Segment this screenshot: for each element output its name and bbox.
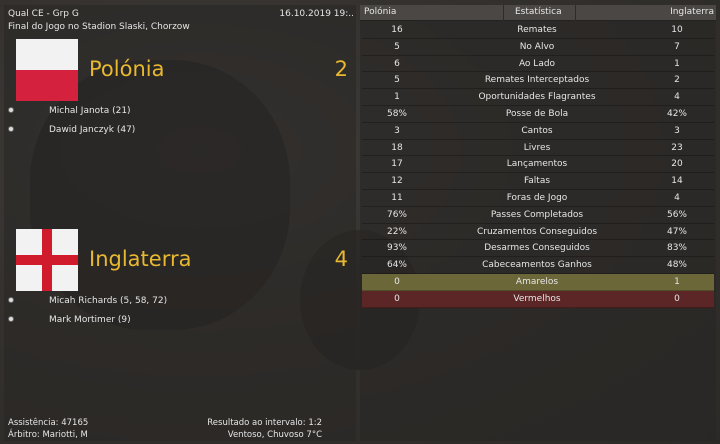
weather: Ventoso, Chuvoso 7°C: [227, 430, 322, 440]
home-value: 93%: [386, 243, 407, 254]
away-value: 4: [674, 193, 680, 203]
home-score: 2: [334, 57, 348, 81]
goal-ball-icon: [8, 107, 14, 113]
home-value: 0: [394, 293, 400, 304]
away-value: 3: [674, 125, 680, 136]
stat-row: 3 Cantos 3: [362, 123, 714, 140]
stat-name: Amarelos: [515, 277, 559, 287]
home-value: 1: [394, 92, 400, 103]
home-team-name[interactable]: Polónia: [89, 57, 165, 81]
stat-row: 17 Lançamentos 20: [362, 156, 714, 174]
home-value: 76%: [386, 209, 407, 220]
stat-name: Livres: [523, 142, 551, 153]
match-summary-panel: Qual CE - Grp G 16.10.2019 19:.. Final d…: [4, 5, 356, 441]
match-datetime: 16.10.2019 19:..: [279, 9, 354, 19]
away-value: 0: [674, 293, 680, 304]
home-scorer[interactable]: Michal Janota (21): [49, 106, 131, 116]
stat-name: Cantos: [521, 125, 553, 136]
halftime-score: Resultado ao intervalo: 1:2: [207, 418, 322, 428]
home-value: 11: [391, 193, 403, 203]
stat-row: 76% Passes Completados 56%: [362, 207, 714, 224]
away-value: 2: [674, 75, 680, 86]
stat-name: Remates Interceptados: [484, 75, 590, 86]
stat-row: 22% Cruzamentos Conseguidos 47%: [362, 224, 714, 241]
stat-name: Posse de Bola: [505, 109, 569, 119]
stat-row: 5 No Alvo 7: [362, 39, 714, 56]
stat-row: 18 Livres 23: [362, 140, 714, 157]
goal-ball-icon: [8, 126, 14, 132]
away-value: 1: [674, 277, 680, 287]
home-value: 3: [394, 125, 400, 136]
home-value: 0: [394, 277, 400, 287]
attendance: Assistência: 47165: [8, 418, 89, 428]
stat-row: 58% Posse de Bola 42%: [362, 106, 714, 123]
stat-row: 16 Remates 10: [362, 22, 714, 39]
away-value: 23: [671, 142, 683, 153]
stat-row: 11 Foras de Jogo 4: [362, 190, 714, 207]
england-flag-icon: [16, 229, 78, 291]
goal-ball-icon: [8, 297, 14, 303]
away-value: 48%: [666, 260, 687, 271]
stat-name: Vermelhos: [513, 293, 561, 304]
away-value: 7: [674, 41, 680, 52]
stat-name: Passes Completados: [490, 209, 584, 220]
home-value: 64%: [386, 260, 407, 271]
poland-flag-icon: [16, 39, 78, 101]
home-value: 18: [391, 142, 403, 153]
stat-row: 1 Oportunidades Flagrantes 4: [362, 89, 714, 106]
referee: Árbitro: Mariotti, M: [8, 430, 88, 440]
home-value: 5: [394, 41, 400, 52]
column-header-away[interactable]: Inglaterra: [670, 7, 714, 17]
venue: Final do Jogo no Stadion Slaski, Chorzow: [8, 22, 190, 32]
stat-name: Cruzamentos Conseguidos: [476, 226, 598, 237]
stat-row: 93% Desarmes Conseguidos 83%: [362, 240, 714, 258]
stat-row: 0 Vermelhos 0: [362, 290, 714, 308]
stat-row: 6 Ao Lado 1: [362, 56, 714, 73]
away-value: 4: [674, 92, 680, 103]
away-value: 42%: [666, 109, 687, 119]
away-scorer[interactable]: Micah Richards (5, 58, 72): [49, 296, 168, 306]
stat-row: 5 Remates Interceptados 2: [362, 72, 714, 90]
stat-name: Faltas: [523, 176, 551, 187]
stat-name: Desarmes Conseguidos: [484, 243, 590, 254]
away-value: 14: [671, 176, 683, 187]
stats-panel: Polónia Estatística Inglaterra 16 Remates…: [360, 5, 716, 441]
home-value: 22%: [386, 226, 407, 237]
stats-header: Polónia Estatística Inglaterra: [360, 5, 716, 21]
stat-row: 64% Cabeceamentos Ganhos 48%: [362, 257, 714, 274]
away-value: 83%: [666, 243, 687, 254]
away-value: 10: [671, 25, 683, 35]
competition: Qual CE - Grp G: [8, 9, 79, 19]
away-score: 4: [334, 247, 348, 271]
away-value: 47%: [666, 226, 687, 237]
column-header-stat[interactable]: Estatística: [515, 7, 562, 17]
away-value: 1: [674, 58, 680, 69]
stat-name: Lançamentos: [506, 159, 568, 170]
stat-name: Remates: [517, 25, 557, 35]
stat-name: Ao Lado: [518, 58, 556, 69]
stat-name: Cabeceamentos Ganhos: [482, 260, 592, 271]
stat-name: Foras de Jogo: [506, 193, 568, 203]
column-header-home[interactable]: Polónia: [364, 7, 397, 17]
goal-ball-icon: [8, 316, 14, 322]
stat-row: 0 Amarelos 1: [362, 274, 714, 291]
stat-row: 12 Faltas 14: [362, 173, 714, 190]
stat-name: No Alvo: [519, 41, 555, 52]
home-value: 58%: [386, 109, 407, 119]
home-value: 6: [394, 58, 400, 69]
home-value: 12: [391, 176, 403, 187]
home-value: 17: [391, 159, 403, 170]
stat-name: Oportunidades Flagrantes: [478, 92, 596, 103]
home-scorer[interactable]: Dawid Janczyk (47): [49, 125, 136, 135]
away-scorer[interactable]: Mark Mortimer (9): [49, 315, 131, 325]
away-value: 56%: [666, 209, 687, 220]
away-value: 20: [671, 159, 683, 170]
home-value: 16: [391, 25, 403, 35]
home-value: 5: [394, 75, 400, 86]
away-team-name[interactable]: Inglaterra: [89, 247, 192, 271]
